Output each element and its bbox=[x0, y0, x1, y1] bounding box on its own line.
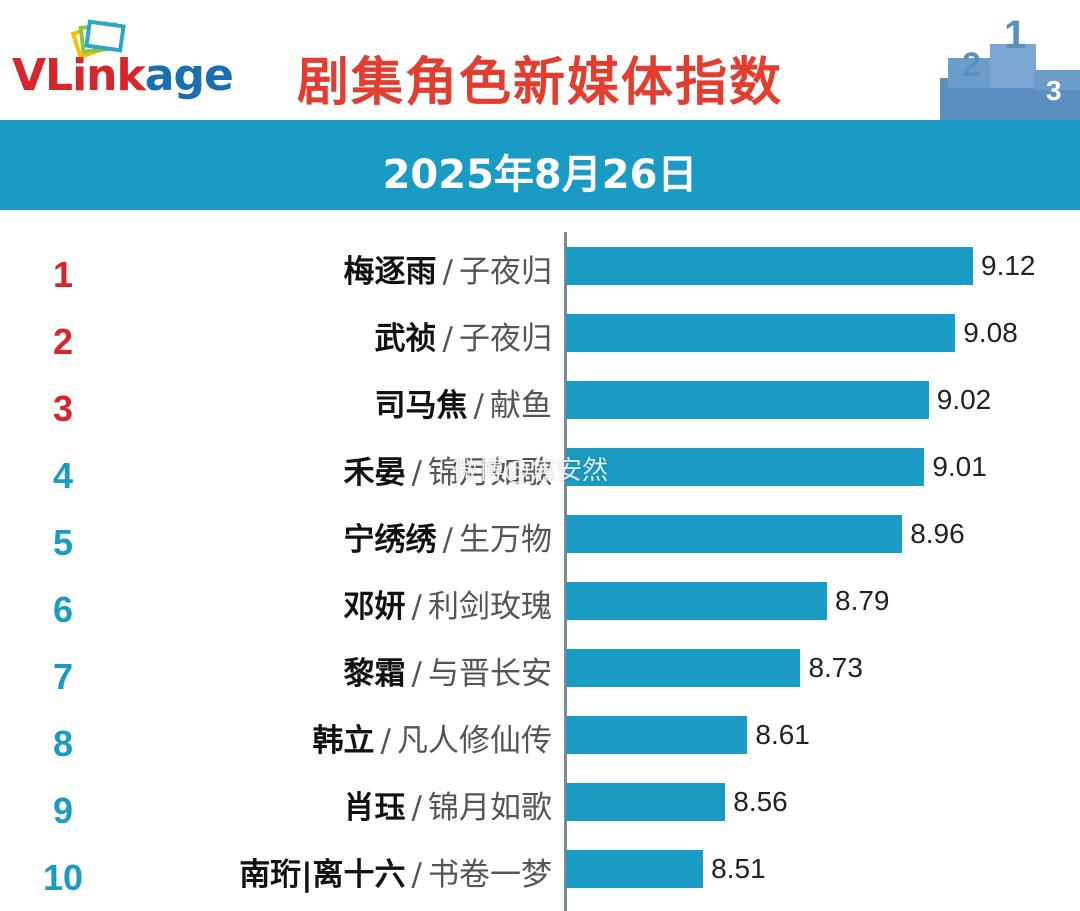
date-band: 2025年8月26日 bbox=[0, 120, 1080, 210]
character-name: 南珩|离十六 bbox=[239, 857, 406, 893]
drama-title: 书卷一梦 bbox=[428, 857, 552, 893]
label-separator: / bbox=[442, 321, 453, 357]
score-bar bbox=[566, 716, 748, 754]
label-separator: / bbox=[411, 857, 422, 893]
score-value: 8.79 bbox=[835, 585, 890, 616]
drama-title: 生万物 bbox=[459, 522, 552, 558]
rank-number: 1 bbox=[52, 254, 74, 295]
score-value: 8.51 bbox=[711, 853, 766, 884]
score-bar bbox=[566, 582, 827, 620]
label-separator: / bbox=[411, 589, 422, 625]
character-label: 宁绣绣 / 生万物 bbox=[344, 514, 552, 559]
character-name: 韩立 bbox=[312, 723, 375, 759]
character-label: 梅逐雨 / 子夜归 bbox=[344, 246, 552, 291]
score-bar bbox=[566, 247, 973, 285]
drama-title: 献鱼 bbox=[490, 388, 552, 424]
character-name: 禾晏 bbox=[343, 455, 406, 491]
character-label: 南珩|离十六 / 书卷一梦 bbox=[239, 849, 552, 894]
score-value: 8.96 bbox=[910, 518, 965, 549]
score-value: 9.08 bbox=[963, 317, 1018, 348]
drama-title: 子夜归 bbox=[459, 254, 552, 290]
character-label: 武祯 / 子夜归 bbox=[375, 313, 552, 358]
score-value: 9.12 bbox=[981, 250, 1036, 281]
character-name: 司马焦 bbox=[374, 388, 468, 424]
character-name: 邓妍 bbox=[343, 589, 406, 625]
chart-axis-line bbox=[564, 232, 567, 911]
character-label: 邓妍 / 利剑玫瑰 bbox=[344, 581, 552, 626]
logo-cards-icon bbox=[70, 19, 126, 60]
label-separator: / bbox=[411, 790, 422, 826]
score-value: 9.01 bbox=[932, 451, 987, 482]
date-label: 2025年8月26日 bbox=[382, 152, 698, 198]
character-label: 黎霜 / 与晋长安 bbox=[344, 648, 552, 693]
score-bar bbox=[566, 783, 726, 821]
drama-title: 与晋长安 bbox=[428, 656, 552, 692]
logo-text-vlink: VLink bbox=[12, 50, 146, 101]
rank-number: 6 bbox=[52, 589, 74, 630]
score-bar bbox=[566, 448, 925, 486]
rank-number: 4 bbox=[52, 455, 74, 496]
score-bar bbox=[566, 515, 903, 553]
rank-number: 7 bbox=[52, 656, 74, 697]
character-name: 宁绣绣 bbox=[343, 522, 437, 558]
label-separator: / bbox=[473, 388, 484, 424]
score-value: 8.61 bbox=[755, 719, 810, 750]
character-name: 肖珏 bbox=[343, 790, 406, 826]
character-name: 梅逐雨 bbox=[343, 254, 437, 290]
svg-text:3: 3 bbox=[1046, 75, 1062, 106]
character-label: 司马焦 / 献鱼 bbox=[375, 380, 552, 425]
character-label: 肖珏 / 锦月如歌 bbox=[344, 782, 552, 827]
rank-number: 3 bbox=[52, 388, 74, 429]
character-label: 禾晏 / 锦月如歌 bbox=[344, 447, 552, 492]
drama-title: 利剑玫瑰 bbox=[428, 589, 552, 625]
drama-title: 锦月如歌 bbox=[428, 455, 552, 491]
logo-text-age: age bbox=[144, 50, 234, 101]
svg-text:2: 2 bbox=[962, 46, 981, 84]
score-bar bbox=[566, 850, 704, 888]
label-separator: / bbox=[411, 455, 422, 491]
drama-title: 子夜归 bbox=[459, 321, 552, 357]
svg-text:1: 1 bbox=[1004, 14, 1026, 57]
label-separator: / bbox=[442, 522, 453, 558]
rank-number: 9 bbox=[52, 790, 74, 831]
score-bar bbox=[566, 649, 801, 687]
drama-title: 凡人修仙传 bbox=[397, 723, 552, 759]
character-label: 韩立 / 凡人修仙传 bbox=[313, 715, 552, 760]
score-bar bbox=[566, 381, 929, 419]
character-name: 武祯 bbox=[374, 321, 437, 357]
podium-icon: 2 1 3 bbox=[940, 14, 1080, 120]
character-name: 黎霜 bbox=[343, 656, 406, 692]
rank-number: 10 bbox=[42, 857, 84, 898]
score-value: 8.56 bbox=[733, 786, 788, 817]
header: VLinkage 剧集角色新媒体指数 2 1 3 bbox=[0, 0, 1080, 120]
score-value: 9.02 bbox=[936, 384, 992, 415]
score-value: 8.73 bbox=[808, 652, 863, 683]
rank-number: 2 bbox=[52, 321, 74, 362]
rank-number: 5 bbox=[52, 522, 74, 563]
label-separator: / bbox=[411, 656, 422, 692]
drama-title: 锦月如歌 bbox=[428, 790, 552, 826]
score-bar bbox=[566, 314, 956, 352]
page-title: 剧集角色新媒体指数 bbox=[296, 53, 783, 113]
label-separator: / bbox=[442, 254, 453, 290]
rank-number: 8 bbox=[52, 723, 74, 764]
label-separator: / bbox=[380, 723, 391, 759]
weibo-watermark: 微博@焦安然 bbox=[452, 456, 609, 486]
